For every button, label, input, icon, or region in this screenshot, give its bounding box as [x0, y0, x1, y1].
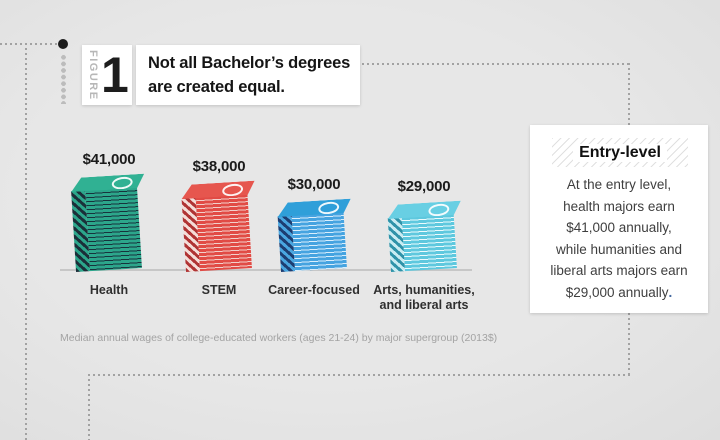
accent-period: .	[668, 284, 673, 300]
dotted-line-card-top	[628, 63, 630, 125]
bar-category-label: STEM	[201, 283, 237, 297]
bar-value-label: $41,000	[82, 151, 136, 168]
money-stack-front-face	[85, 187, 142, 272]
entry-level-body-line: At the entry level,	[566, 177, 672, 192]
entry-level-body-line: while humanities and	[555, 241, 683, 257]
chart-footnote: Median annual wages of college-educated …	[60, 332, 498, 344]
entry-level-title: Entry-level	[573, 143, 667, 162]
bar-value-label: $30,000	[287, 176, 341, 193]
bar-value-label: $29,000	[397, 178, 451, 195]
entry-level-body-line: liberal arts majors earn	[550, 263, 688, 278]
money-stack-front-face	[291, 212, 347, 272]
bar-value-label: $38,000	[192, 158, 246, 175]
bead-column-decoration	[60, 54, 67, 104]
figure-number-box: FIGURE 1	[82, 45, 132, 105]
chart-title-line-2: are created equal.	[148, 78, 285, 96]
entry-level-body-last-line: $29,000 annually	[565, 284, 669, 300]
dotted-line-bottom-left-vertical	[88, 374, 90, 440]
money-stack	[277, 199, 347, 273]
chart-baseline	[60, 269, 472, 271]
dotted-line-bottom	[88, 374, 630, 376]
banknote-seal-icon	[221, 182, 244, 197]
banknote-seal-icon	[428, 202, 451, 217]
entry-level-card: Entry-level At the entry level, health m…	[530, 125, 708, 313]
money-stack	[387, 201, 457, 273]
figure-number: 1	[101, 47, 129, 103]
chart-title-line-1: Not all Bachelor’s degrees	[148, 54, 351, 72]
dotted-line-title-to-card	[362, 63, 630, 65]
bar-category-label: Arts, humanities, and liberal arts	[373, 283, 475, 312]
entry-level-body-line: $41,000 annually,	[566, 220, 672, 235]
entry-level-body-line: $29,000 annually.	[536, 282, 702, 304]
dotted-line-top-left	[0, 43, 57, 45]
entry-level-body: At the entry level, health majors earn $…	[530, 174, 708, 303]
anchor-dot	[58, 39, 68, 49]
entry-level-header-hatch: Entry-level	[552, 138, 688, 167]
dotted-line-left-vertical	[25, 43, 27, 440]
figure-word-label: FIGURE	[87, 49, 99, 101]
entry-level-body-line: health majors earn	[563, 198, 675, 214]
dotted-line-card-bottom	[628, 313, 630, 375]
money-stack	[181, 181, 252, 273]
chart-title-box: Not all Bachelor’s degrees are created e…	[136, 45, 360, 105]
banknote-seal-icon	[317, 200, 340, 215]
bar-category-label: Health	[89, 283, 129, 297]
money-stack-front-face	[195, 194, 252, 272]
banknote-seal-icon	[111, 175, 134, 190]
money-stack	[70, 174, 142, 273]
money-stack-front-face	[401, 214, 457, 272]
bar-category-label: Career-focused	[268, 283, 360, 297]
